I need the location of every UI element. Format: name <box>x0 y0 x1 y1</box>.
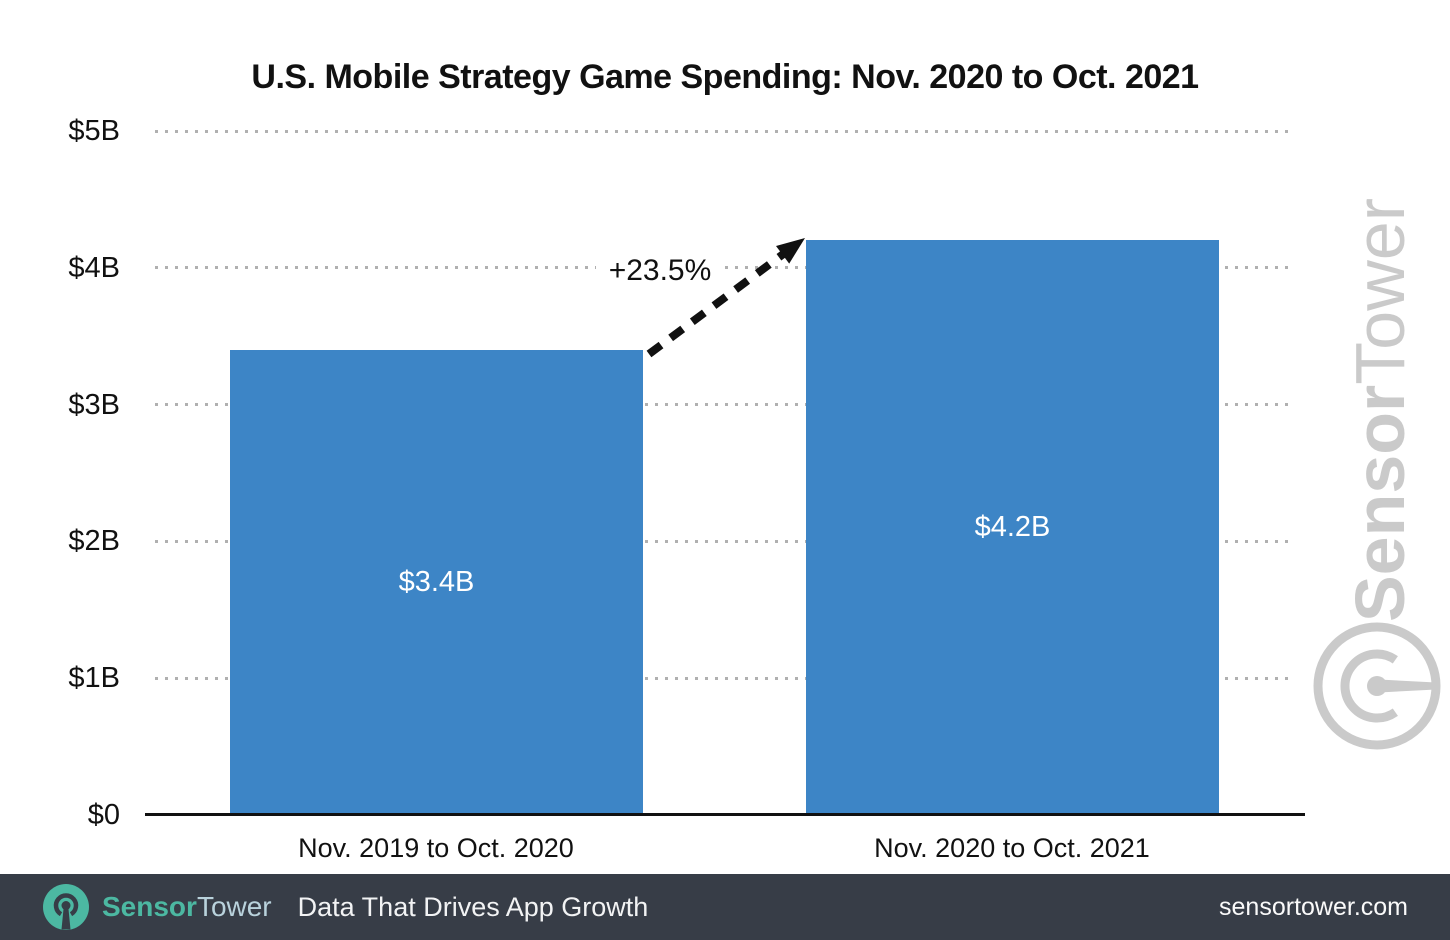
gridline-1b <box>155 677 1295 680</box>
y-tick-0: $0 <box>87 799 120 831</box>
watermark-tower: Tower <box>1341 197 1419 385</box>
y-tick-4b: $4B <box>68 252 120 284</box>
sensortower-logo-icon <box>43 884 89 930</box>
y-tick-3b: $3B <box>68 389 120 421</box>
x-axis-line <box>145 813 1305 816</box>
y-tick-2b: $2B <box>68 525 120 557</box>
x-tick-nov2020-oct2021: Nov. 2020 to Oct. 2021 <box>874 833 1150 863</box>
x-tick-nov2019-oct2020: Nov. 2019 to Oct. 2020 <box>298 833 574 863</box>
gridline-5b <box>155 130 1295 133</box>
gridline-2b <box>155 540 1295 543</box>
bar-nov2019-oct2020: $3.4B <box>230 350 643 815</box>
footer-brand-sensor: Sensor <box>102 891 197 922</box>
chart-title: U.S. Mobile Strategy Game Spending: Nov.… <box>251 58 1199 96</box>
watermark-brand-text: SensorTower <box>1341 190 1419 630</box>
footer-website: sensortower.com <box>1219 892 1408 921</box>
footer-brand: SensorTower <box>102 891 272 923</box>
footer-brand-tower: Tower <box>196 891 272 922</box>
footer-bar: SensorTower Data That Drives App Growth … <box>0 874 1450 940</box>
bar-nov2020-oct2021: $4.2B <box>806 240 1219 815</box>
y-tick-5b: $5B <box>68 115 120 147</box>
gridline-3b <box>155 403 1295 406</box>
footer-tagline: Data That Drives App Growth <box>297 891 649 922</box>
bar-value-label-2021: $4.2B <box>974 511 1051 543</box>
sensortower-watermark-logo-icon <box>1313 622 1441 750</box>
growth-percent-label: +23.5% <box>596 252 724 290</box>
watermark-sensor: Sensor <box>1341 384 1419 623</box>
y-tick-1b: $1B <box>68 662 120 694</box>
bar-value-label-2020: $3.4B <box>398 566 475 598</box>
